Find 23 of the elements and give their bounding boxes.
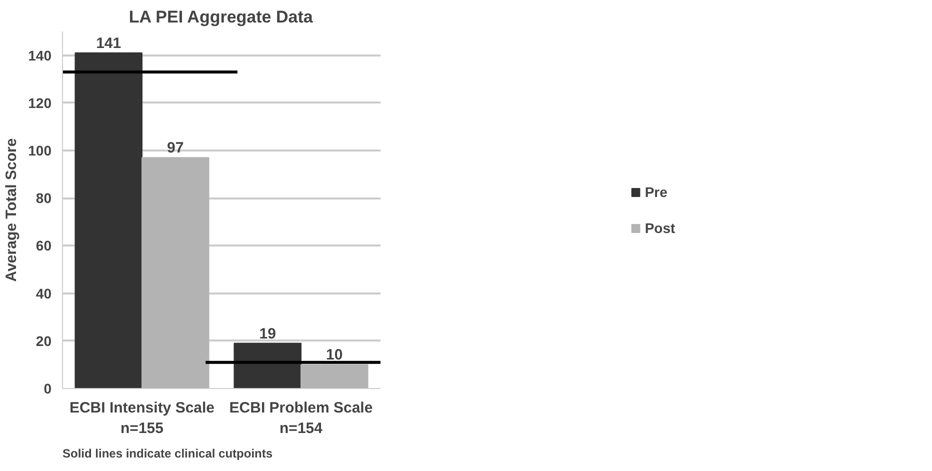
y-tick-label: 40 — [36, 285, 52, 302]
y-tick-label: 20 — [36, 332, 52, 349]
chart-title: LA PEI Aggregate Data — [128, 8, 314, 26]
x-tick-label: ECBI Problem Scale n=154 — [229, 400, 373, 437]
legend-label: Pre — [644, 184, 668, 200]
y-tick-label: 80 — [36, 190, 52, 206]
legend-label: Post — [644, 220, 676, 236]
data-label: 10 — [326, 346, 343, 364]
y-tick-label: 60 — [36, 238, 52, 254]
data-label: 141 — [96, 34, 122, 52]
x-tick-label: ECBI Intensity Scale n=155 — [69, 400, 215, 437]
bar — [300, 364, 368, 388]
bar — [142, 157, 210, 388]
y-axis-title: Average Total Score — [3, 138, 20, 282]
text: Solid lines indicate clinical cutpoints — [62, 446, 273, 460]
bar — [74, 52, 142, 388]
y-tick-label: 100 — [28, 142, 52, 158]
data-label: 19 — [259, 325, 276, 342]
y-tick-label: 0 — [44, 380, 52, 396]
bar — [234, 342, 302, 388]
y-tick-label: 120 — [28, 94, 52, 111]
y-tick-label: 140 — [28, 47, 52, 64]
data-label: 97 — [167, 140, 184, 157]
